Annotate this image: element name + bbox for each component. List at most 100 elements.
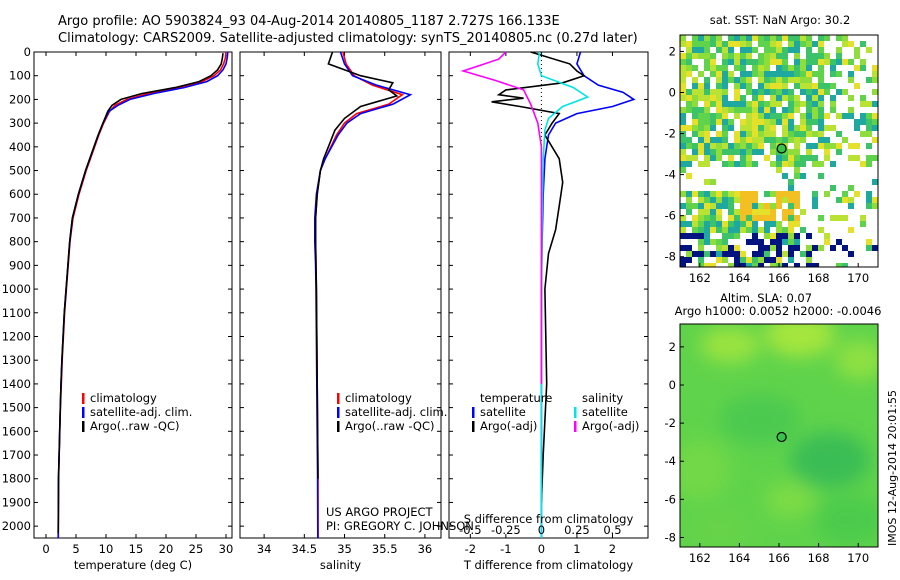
x-tick-label: 170 — [847, 271, 869, 285]
sst-pixel — [830, 161, 836, 167]
sst-pixel — [740, 257, 746, 263]
sst-pixel — [776, 167, 782, 173]
sst-pixel — [686, 71, 692, 77]
sst-pixel — [866, 77, 872, 83]
sla-map-panel: Altim. SLA: 0.07 Argo h1000: 0.0052 h200… — [665, 291, 882, 565]
sst-pixel — [704, 125, 710, 131]
sst-pixel — [692, 53, 698, 59]
sst-pixel — [764, 221, 770, 227]
sst-pixel — [680, 149, 686, 155]
sst-pixel — [776, 239, 782, 245]
sst-pixel — [704, 227, 710, 233]
y-tick-label: -4 — [665, 454, 676, 468]
sst-pixel — [812, 59, 818, 65]
sst-pixel — [746, 239, 752, 245]
sst-pixel — [800, 77, 806, 83]
sst-pixel — [860, 161, 866, 167]
sst-pixel — [782, 77, 788, 83]
sst-pixel — [788, 239, 794, 245]
y-tick-label: 200 — [9, 92, 31, 106]
sst-pixel — [794, 215, 800, 221]
sst-pixel — [764, 257, 770, 263]
sst-pixel — [758, 101, 764, 107]
sst-pixel — [704, 101, 710, 107]
x-tick-label: 35 — [337, 542, 352, 556]
sst-pixel — [680, 167, 686, 173]
sst-pixel — [746, 59, 752, 65]
sst-pixel — [722, 257, 728, 263]
sst-pixel — [686, 197, 692, 203]
sst-pixel — [716, 77, 722, 83]
sst-pixel — [794, 155, 800, 161]
sst-pixel — [752, 137, 758, 143]
sst-pixel — [746, 137, 752, 143]
sst-pixel — [704, 137, 710, 143]
sst-pixel — [680, 143, 686, 149]
sst-pixel — [716, 113, 722, 119]
sst-pixel — [866, 131, 872, 137]
sst-pixel — [698, 89, 704, 95]
sst-pixel — [722, 53, 728, 59]
sst-pixel — [692, 251, 698, 257]
sst-pixel — [692, 101, 698, 107]
sst-pixel — [818, 173, 824, 179]
sst-pixel — [842, 263, 848, 267]
sst-pixel — [710, 71, 716, 77]
sst-pixel — [866, 203, 872, 209]
sst-pixel — [818, 227, 824, 233]
sst-pixel — [770, 119, 776, 125]
sst-pixel — [806, 107, 812, 113]
y-tick-label: 1000 — [2, 282, 31, 296]
sst-pixel — [740, 143, 746, 149]
sst-pixel — [758, 59, 764, 65]
sst-pixel — [830, 107, 836, 113]
sst-pixel — [776, 161, 782, 167]
sst-pixel — [722, 239, 728, 245]
sst-pixel — [740, 77, 746, 83]
sst-pixel — [824, 113, 830, 119]
sst-pixel — [842, 41, 848, 47]
sst-pixel — [788, 161, 794, 167]
sst-pixel — [776, 53, 782, 59]
legend-label: Argo(..raw -QC) — [345, 419, 435, 433]
sst-pixel — [740, 137, 746, 143]
sst-pixel — [716, 197, 722, 203]
sst-pixel — [866, 47, 872, 53]
sst-pixel — [770, 191, 776, 197]
sst-pixel — [818, 125, 824, 131]
sst-pixel — [812, 119, 818, 125]
sst-pixel — [806, 113, 812, 119]
sst-pixel — [770, 125, 776, 131]
sst-pixel — [854, 155, 860, 161]
y-tick-label: -8 — [665, 530, 676, 544]
sst-pixel — [692, 113, 698, 119]
sst-pixel — [806, 233, 812, 239]
sst-pixel — [746, 125, 752, 131]
sst-pixel — [752, 35, 758, 41]
sst-pixel — [866, 113, 872, 119]
sst-pixel — [746, 41, 752, 47]
sst-pixel — [746, 155, 752, 161]
sst-pixel — [782, 59, 788, 65]
sst-pixel — [698, 191, 704, 197]
x-tick-label: 10 — [99, 542, 114, 556]
x-tick-label: -2 — [465, 542, 476, 556]
sst-pixel — [728, 143, 734, 149]
sst-pixel — [752, 131, 758, 137]
sst-pixel — [800, 71, 806, 77]
sst-pixel — [752, 119, 758, 125]
sst-pixel — [722, 89, 728, 95]
sst-pixel — [722, 77, 728, 83]
sst-pixel — [680, 161, 686, 167]
sst-pixel — [716, 155, 722, 161]
sst-pixel — [722, 119, 728, 125]
x-tick-label: 164 — [728, 271, 750, 285]
sst-pixel — [758, 239, 764, 245]
sst-pixel — [716, 203, 722, 209]
sst-pixel — [728, 59, 734, 65]
sst-pixel — [806, 71, 812, 77]
sst-pixel — [836, 59, 842, 65]
x-tick-label: 168 — [808, 551, 830, 565]
sst-pixel — [734, 251, 740, 257]
sst-pixel — [740, 155, 746, 161]
